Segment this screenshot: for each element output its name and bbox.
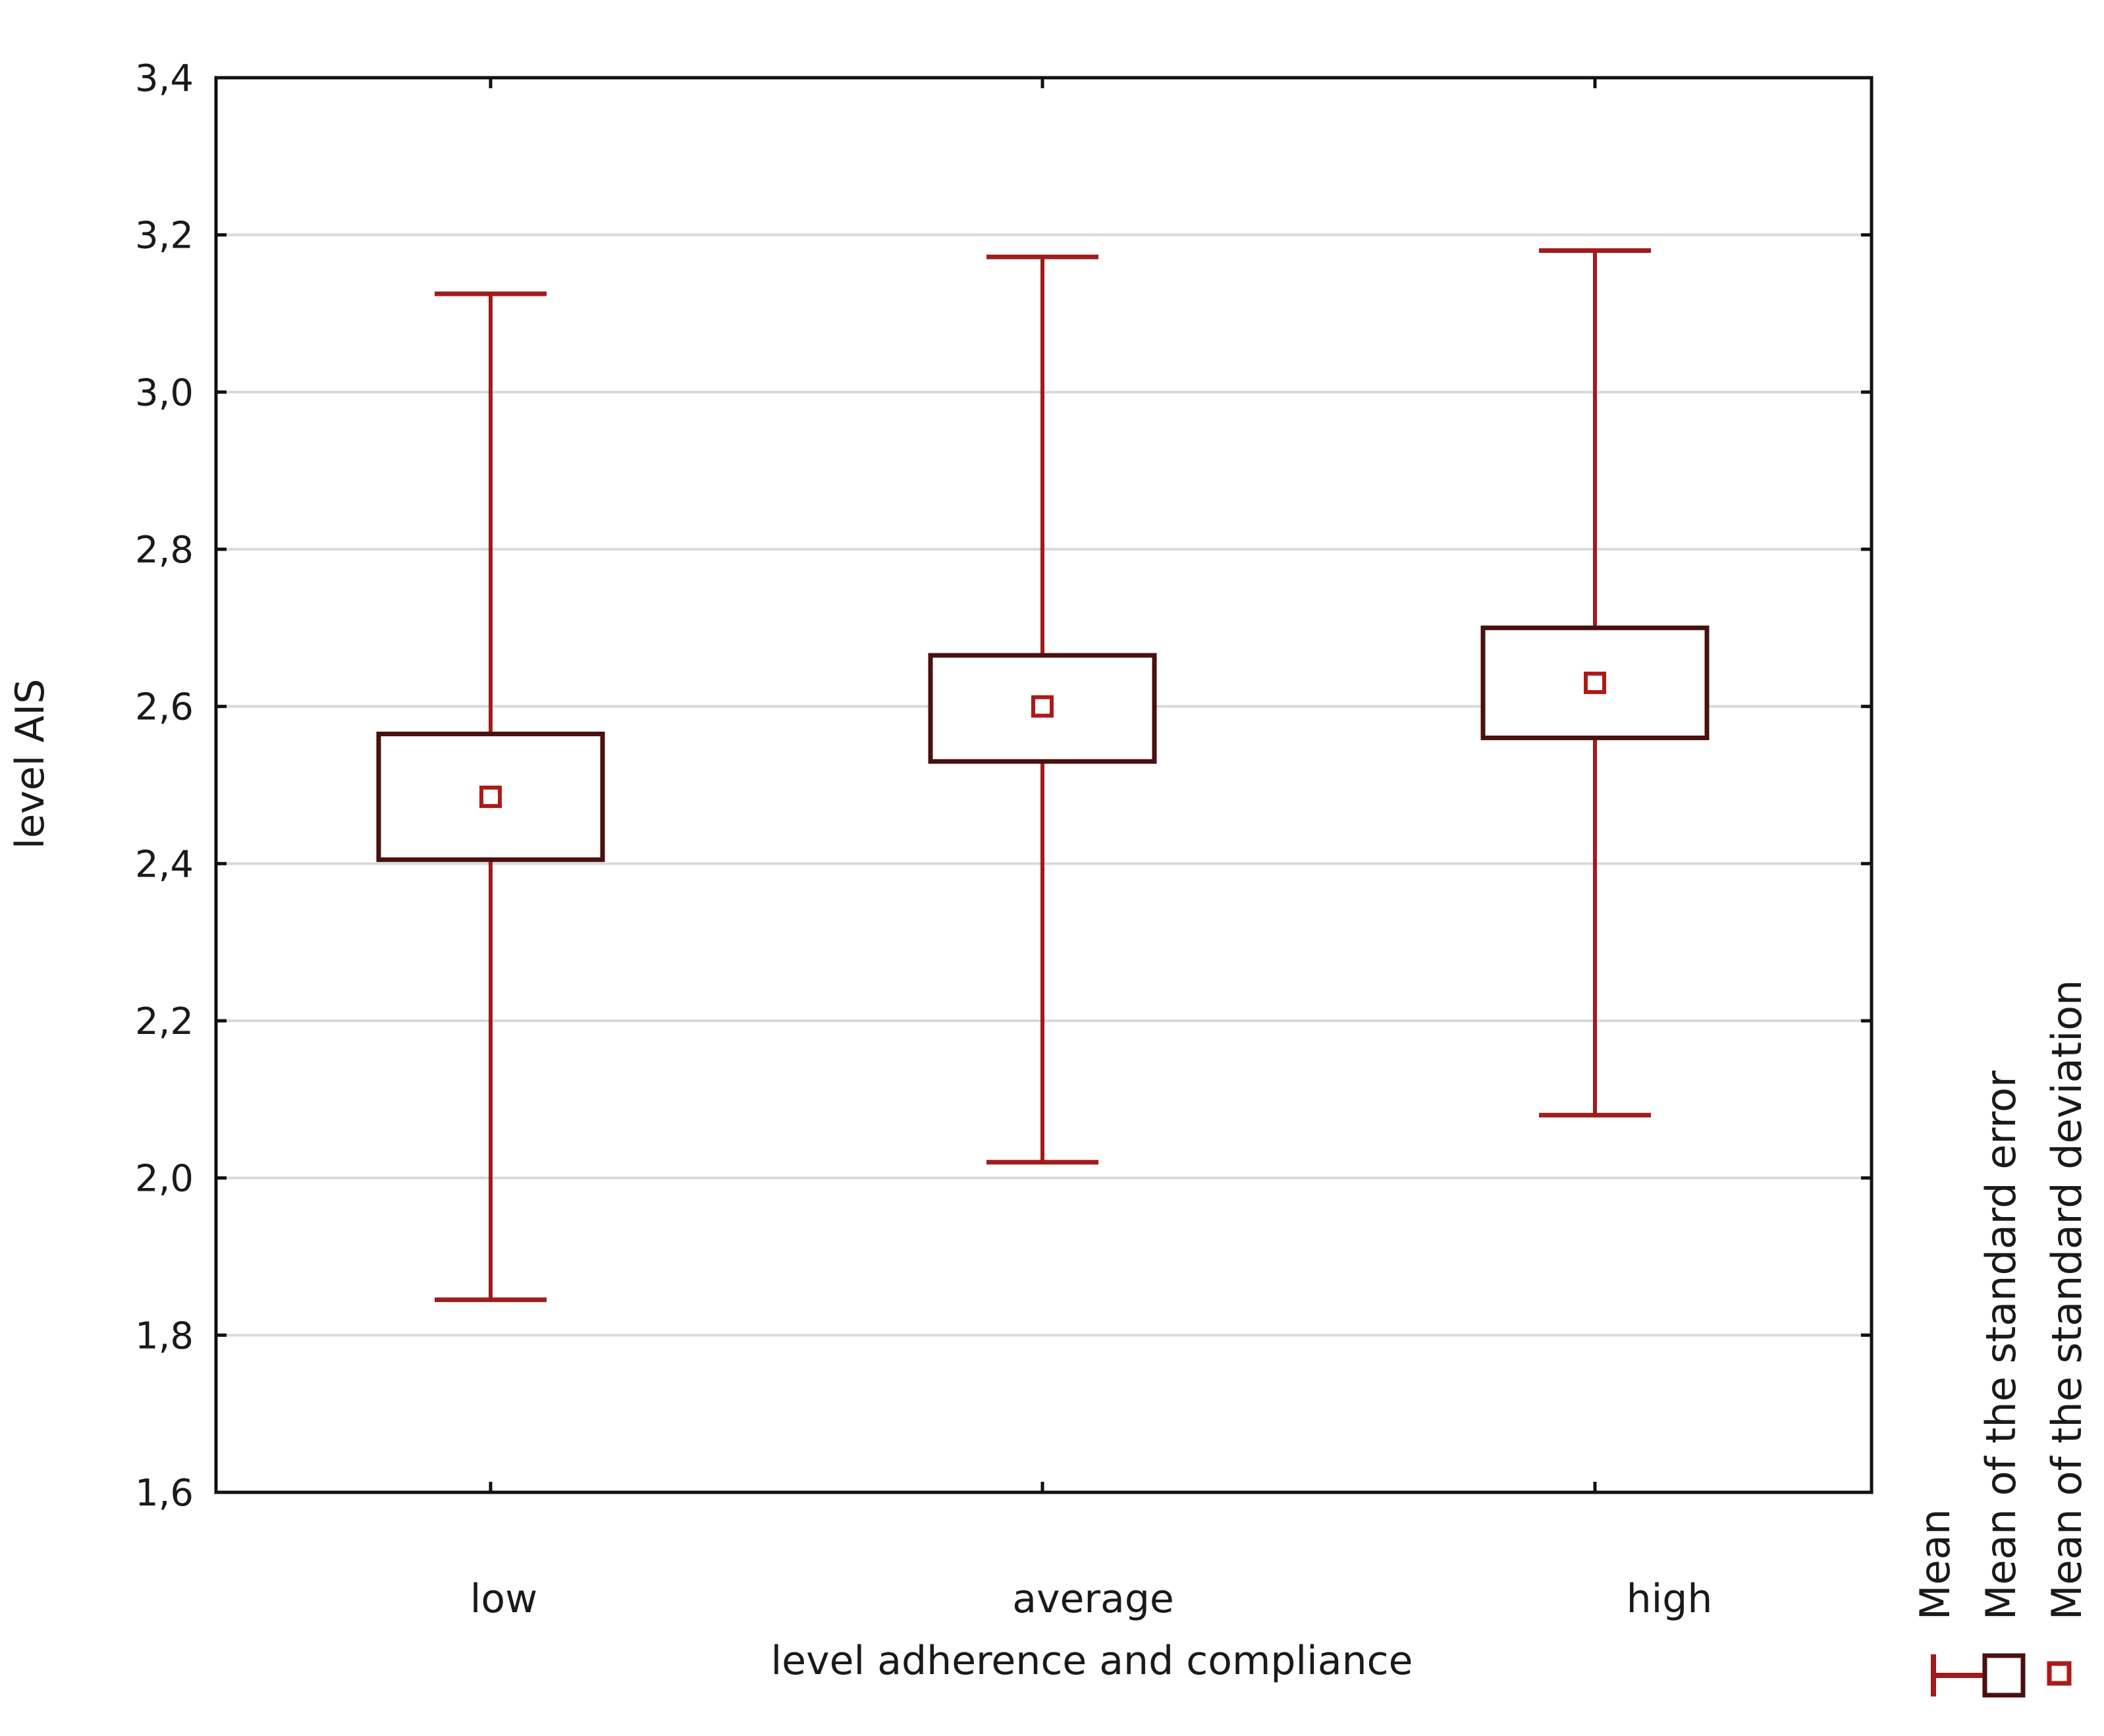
box-marks <box>376 248 1710 1303</box>
x-tick-label: low <box>470 1576 537 1622</box>
y-tick-label: 1,6 <box>135 1472 194 1515</box>
x-tick-labels: low average high <box>470 1576 1713 1622</box>
x-tick-label: high <box>1627 1576 1713 1622</box>
y-tick-label: 3,0 <box>135 371 194 414</box>
legend-box-icon <box>1982 1653 2026 1698</box>
mean-marker <box>1584 671 1606 694</box>
y-tick-label: 3,4 <box>135 57 194 100</box>
x-axis-label: level adherence and compliance <box>770 1638 1413 1684</box>
mean-marker <box>479 785 502 808</box>
legend-label-standard-error: Mean of the standard error <box>1977 1070 2025 1620</box>
box-group <box>928 254 1157 1165</box>
y-tick-label: 1,8 <box>135 1315 194 1357</box>
box-group <box>1480 248 1710 1118</box>
y-axis-label: level AIS <box>7 679 53 850</box>
y-tick-label: 2,2 <box>135 1000 194 1043</box>
legend-label-standard-deviation: Mean of the standard deviation <box>2043 980 2091 1620</box>
y-tick-label: 2,8 <box>135 529 194 572</box>
legend-mean-icon <box>2047 1661 2072 1686</box>
axis-ticks <box>216 76 1872 1494</box>
legend-symbols <box>1931 1653 2072 1698</box>
x-tick-label: average <box>1012 1576 1174 1622</box>
mean-marker <box>1031 695 1054 718</box>
y-tick-labels: 1,6 1,8 2,0 2,2 2,4 2,6 2,8 3,0 3,2 3,4 <box>135 57 194 1515</box>
box-group <box>376 291 605 1303</box>
y-tick-label: 2,0 <box>135 1158 194 1201</box>
y-tick-label: 2,4 <box>135 843 194 886</box>
legend: Mean Mean of the standard error Mean of … <box>1911 980 2091 1698</box>
y-tick-label: 3,2 <box>135 215 194 258</box>
y-tick-label: 2,6 <box>135 686 194 729</box>
legend-label-mean: Mean <box>1911 1509 1959 1620</box>
